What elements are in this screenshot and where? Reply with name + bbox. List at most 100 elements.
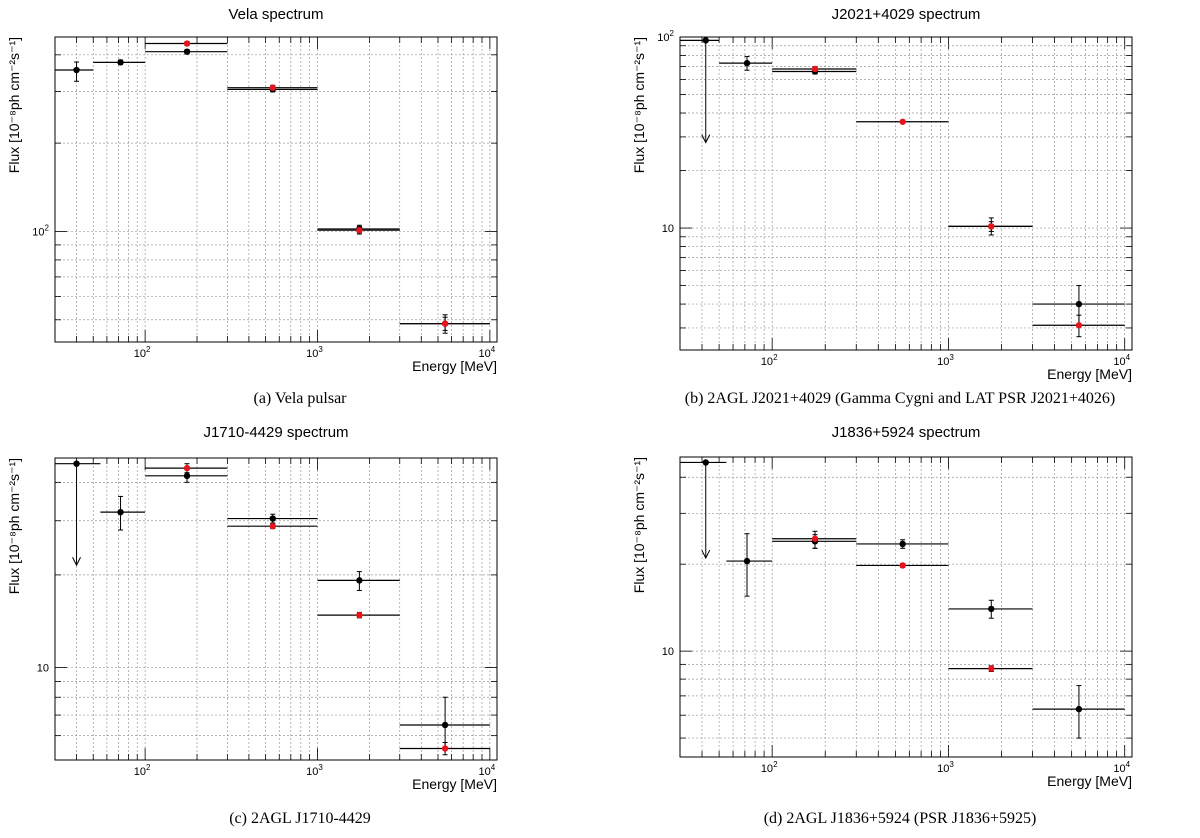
data-point-red xyxy=(356,611,363,619)
figure-caption-b: (b) 2AGL J2021+4029 (Gamma Cygni and LAT… xyxy=(684,390,1116,407)
data-point-black xyxy=(269,515,276,522)
x-axis-label: Energy [MeV] xyxy=(1047,366,1132,382)
chart-title: J1836+5924 spectrum xyxy=(832,424,981,441)
data-point-black xyxy=(356,577,363,584)
plot-frame xyxy=(54,457,498,761)
grid-lines xyxy=(55,37,497,342)
chart-panel-c: J1710-4429 spectrum 102 103 104 10 Energy [Me… xyxy=(0,418,600,838)
grid-lines xyxy=(55,458,497,760)
series-red xyxy=(145,463,490,756)
data-point-black xyxy=(743,557,751,565)
series-black xyxy=(680,459,1125,739)
x-axis-label: Energy [MeV] xyxy=(1047,773,1132,789)
x-tick-exponent: 2 xyxy=(773,760,778,769)
x-tick-label: 102 xyxy=(761,760,778,775)
data-point-black xyxy=(183,472,191,480)
figure-caption-d: (d) 2AGL J1836+5924 (PSR J1836+5925) xyxy=(763,810,1037,827)
series-black xyxy=(55,460,490,748)
grid-lines xyxy=(680,37,1132,350)
x-tick-exponent: 4 xyxy=(491,345,496,354)
y-axis-label: Flux [10⁻⁸ph cm⁻²s⁻¹] xyxy=(631,457,647,593)
x-tick-exponent: 4 xyxy=(1126,353,1131,362)
data-point-red xyxy=(811,535,819,542)
chart-title: Vela spectrum xyxy=(228,6,323,23)
data-point-black xyxy=(988,605,995,613)
upper-limit-arrowhead xyxy=(72,557,81,567)
y-tick-label: 102 xyxy=(32,223,49,238)
data-point-black xyxy=(1075,705,1083,713)
x-tick-exponent: 4 xyxy=(1126,760,1131,769)
data-point-black xyxy=(702,459,709,466)
series-red xyxy=(772,65,1125,338)
x-tick-label: 102 xyxy=(134,763,151,778)
data-point-red xyxy=(1075,322,1083,329)
chart-panel-a: Vela spectrum 102 103 104 102 Energy [MeV] Flu… xyxy=(0,0,600,420)
figure-caption-a: (a) Vela pulsar xyxy=(253,390,347,407)
data-point-red xyxy=(988,665,995,672)
x-tick-exponent: 3 xyxy=(318,345,323,354)
upper-limit-arrowhead xyxy=(701,134,711,144)
x-axis-label: Energy [MeV] xyxy=(412,776,497,792)
data-point-red xyxy=(899,562,906,569)
y-tick-exponent: 2 xyxy=(670,29,675,38)
upper-limit-arrowhead xyxy=(701,549,711,560)
y-tick-label: 10 xyxy=(662,646,674,658)
x-tick-exponent: 2 xyxy=(773,353,778,362)
data-point-red xyxy=(269,84,276,91)
data-point-red xyxy=(183,40,191,47)
y-tick-label: 10 xyxy=(662,223,674,235)
x-tick-label: 102 xyxy=(134,345,151,360)
x-tick-exponent: 3 xyxy=(318,763,323,772)
data-point-black xyxy=(117,59,124,66)
series-black xyxy=(680,37,1125,326)
plot-frame xyxy=(54,36,498,343)
data-point-black xyxy=(899,540,906,548)
data-point-red xyxy=(441,745,449,752)
data-point-black xyxy=(1075,300,1083,308)
data-point-red xyxy=(811,65,819,73)
chart-title: J2021+4029 spectrum xyxy=(832,6,981,23)
x-tick-label: 103 xyxy=(306,763,323,778)
plot-frame xyxy=(679,36,1133,351)
x-tick-exponent: 4 xyxy=(491,763,496,772)
grid-lines xyxy=(680,457,1132,757)
x-tick-exponent: 3 xyxy=(949,760,954,769)
plot-frame xyxy=(679,456,1133,758)
data-point-red xyxy=(899,118,906,125)
x-tick-exponent: 2 xyxy=(146,763,151,772)
y-axis-label: Flux [10⁻⁸ph cm⁻²s⁻¹] xyxy=(6,37,22,173)
y-tick-label: 10 xyxy=(37,662,49,674)
x-tick-exponent: 3 xyxy=(949,353,954,362)
chart-panel-b: J2021+4029 spectrum 102 103 104 10 102 Energy … xyxy=(600,0,1200,420)
y-axis-label: Flux [10⁻⁸ph cm⁻²s⁻¹] xyxy=(631,37,647,173)
data-point-black xyxy=(743,59,751,67)
x-tick-label: 103 xyxy=(937,353,954,368)
data-point-red xyxy=(183,464,191,472)
data-point-black xyxy=(117,508,124,516)
x-axis-label: Energy [MeV] xyxy=(412,358,497,374)
data-point-red xyxy=(441,320,449,327)
data-point-red xyxy=(269,523,276,530)
data-point-red xyxy=(988,223,995,230)
chart-panel-d: J1836+5924 spectrum 102 103 104 10 Energy [Me… xyxy=(600,418,1200,838)
data-point-red xyxy=(356,226,363,234)
series-red xyxy=(145,40,490,331)
x-tick-exponent: 2 xyxy=(146,345,151,354)
data-point-black xyxy=(73,460,80,467)
series-red xyxy=(772,530,1033,673)
y-tick-exponent: 2 xyxy=(45,223,50,232)
x-tick-label: 103 xyxy=(937,760,954,775)
y-axis-label: Flux [10⁻⁸ph cm⁻²s⁻¹] xyxy=(6,458,22,594)
data-point-black xyxy=(183,48,191,55)
data-point-black xyxy=(702,37,709,44)
x-tick-label: 102 xyxy=(761,353,778,368)
data-point-black xyxy=(73,66,80,74)
data-point-black xyxy=(441,721,449,729)
figure-caption-c: (c) 2AGL J1710-4429 xyxy=(229,810,371,827)
chart-title: J1710-4429 spectrum xyxy=(203,424,348,441)
x-tick-label: 103 xyxy=(306,345,323,360)
